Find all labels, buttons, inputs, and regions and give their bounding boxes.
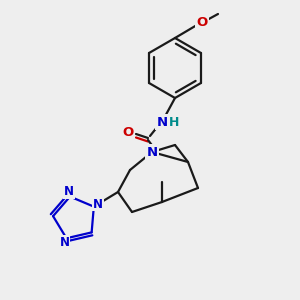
Text: N: N	[156, 116, 168, 128]
Text: N: N	[59, 236, 70, 249]
Text: O: O	[122, 125, 134, 139]
Text: H: H	[169, 116, 179, 128]
Text: N: N	[146, 146, 158, 158]
Text: O: O	[196, 16, 208, 28]
Text: N: N	[64, 185, 74, 198]
Text: N: N	[93, 197, 103, 211]
